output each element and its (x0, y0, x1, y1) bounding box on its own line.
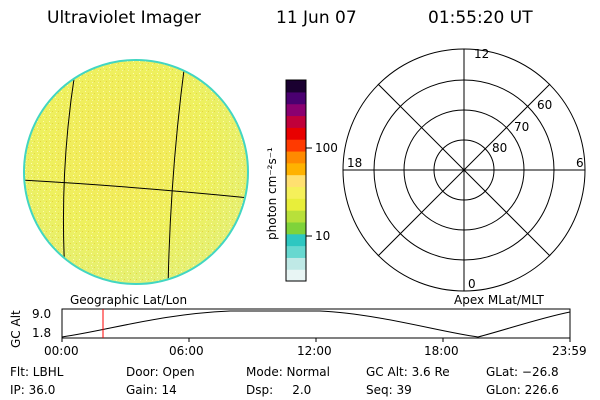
time-label: 01:55:20 UT (428, 8, 533, 28)
colorbar-segment (286, 245, 306, 258)
colorbar-segment (286, 150, 306, 164)
status-glon: GLon: 226.6 (486, 383, 559, 397)
colorbar-segment (286, 257, 306, 270)
status-ip: IP: 36.0 (10, 383, 56, 397)
colorbar-unit-label: photon cm⁻²s⁻¹ (265, 147, 279, 240)
timeline-ymax: 9.0 (32, 307, 52, 321)
status-gain: Gain: 14 (126, 383, 177, 397)
colorbar-label-100: 100 (315, 141, 338, 155)
mlt-label-12: 12 (474, 47, 490, 61)
timeline-tick-0600: 06:00 (169, 344, 204, 358)
colorbar-segment (286, 174, 306, 188)
status-glat: GLat: −26.8 (486, 365, 559, 379)
colorbar-segment (286, 210, 306, 223)
colorbar-segment (286, 269, 306, 282)
polar-plot (342, 48, 586, 292)
mlt-label-18: 18 (347, 156, 363, 170)
mlt-label-0: 0 (468, 277, 476, 291)
timeline-tick-2359: 23:59 (552, 344, 587, 358)
colorbar-frame (285, 79, 307, 282)
colorbar-segment (286, 91, 306, 105)
colorbar-segment (286, 80, 306, 93)
orbit-altitude-curve (61, 310, 571, 338)
timeline-ylabel: GC Alt (9, 310, 23, 348)
mlat-ring-60: 60 (537, 98, 553, 112)
timeline-tick-0000: 00:00 (44, 344, 79, 358)
colorbar-segment (286, 233, 306, 247)
apex-label: Apex MLat/MLT (454, 293, 544, 307)
colorbar-segment (286, 103, 306, 117)
status-gc-alt: GC Alt: 3.6 Re (366, 365, 450, 379)
date-label: 11 Jun 07 (276, 8, 357, 28)
colorbar-segment (286, 139, 306, 152)
colorbar-segment (286, 221, 306, 235)
mlat-ring-70: 70 (514, 120, 530, 134)
mlat-ring-80: 80 (492, 141, 508, 155)
colorbar-segment (286, 186, 306, 199)
status-mode: Mode: Normal (246, 365, 330, 379)
colorbar-segment (286, 127, 306, 140)
colorbar-segment (286, 198, 306, 211)
status-door: Door: Open (126, 365, 195, 379)
colorbar (286, 80, 306, 282)
status-dsp: Dsp: 2.0 (246, 383, 312, 397)
uv-image-disk (23, 59, 249, 285)
instrument-title: Ultraviolet Imager (47, 8, 201, 28)
timeline-tick-1200: 12:00 (297, 344, 332, 358)
timeline-tick-1800: 18:00 (424, 344, 459, 358)
colorbar-label-10: 10 (315, 229, 331, 243)
timeline-plot (61, 308, 571, 342)
status-filter: Flt: LBHL (10, 365, 64, 379)
mlt-label-6: 6 (576, 156, 584, 170)
timeline-ymin: 1.8 (32, 326, 52, 340)
colorbar-segment (286, 162, 306, 176)
geographic-label: Geographic Lat/Lon (70, 293, 188, 307)
colorbar-segment (286, 115, 306, 128)
status-seq: Seq: 39 (366, 383, 412, 397)
